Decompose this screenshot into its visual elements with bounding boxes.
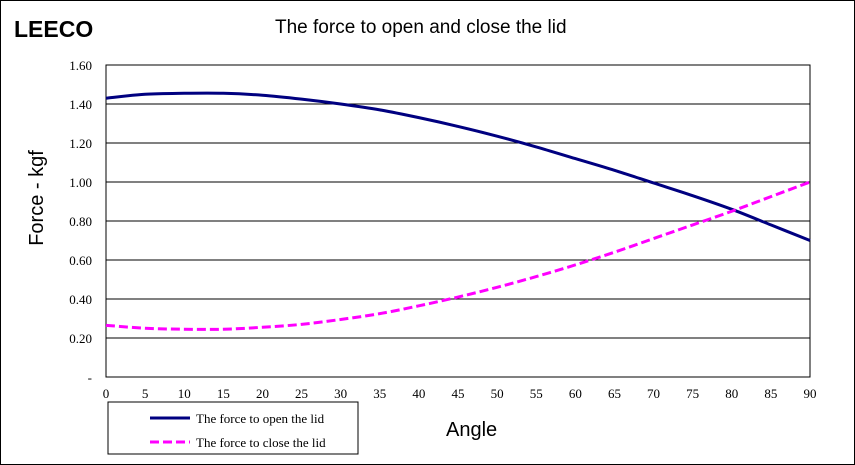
x-tick-label: 70 bbox=[647, 386, 660, 401]
x-tick-label: 0 bbox=[103, 386, 110, 401]
x-tick-labels: 0 5 10 15 20 25 30 35 40 45 50 55 60 65 70 75 80 85 90 bbox=[103, 386, 817, 401]
x-tick-label: 55 bbox=[530, 386, 543, 401]
y-tick-label: 0.60 bbox=[69, 253, 92, 268]
x-tick-label: 65 bbox=[608, 386, 621, 401]
legend: The force to open the lid The force to cl… bbox=[107, 401, 359, 455]
brand-logo-text: LEECO bbox=[14, 16, 94, 42]
x-tick-label: 45 bbox=[452, 386, 465, 401]
legend-label: The force to close the lid bbox=[196, 435, 326, 450]
legend-box bbox=[107, 401, 359, 455]
x-tick-label: 25 bbox=[295, 386, 308, 401]
y-tick-label: 0.80 bbox=[69, 214, 92, 229]
y-tick-label: 1.60 bbox=[69, 58, 92, 73]
y-tick-label: 1.00 bbox=[69, 175, 92, 190]
legend-label: The force to open the lid bbox=[196, 411, 325, 426]
y-tick-label: 1.40 bbox=[69, 97, 92, 112]
x-tick-label: 10 bbox=[178, 386, 191, 401]
x-tick-label: 60 bbox=[569, 386, 582, 401]
y-tick-label: 0.20 bbox=[69, 331, 92, 346]
x-tick-label: 50 bbox=[491, 386, 504, 401]
x-tick-label: 80 bbox=[725, 386, 738, 401]
chart-title: The force to open and close the lid bbox=[275, 17, 567, 38]
x-tick-label: 5 bbox=[142, 386, 149, 401]
series-line-open bbox=[105, 91, 811, 242]
y-tick-label: 0.40 bbox=[69, 292, 92, 307]
x-tick-label: 35 bbox=[373, 386, 386, 401]
grid-lines bbox=[106, 103, 810, 339]
x-tick-label: 20 bbox=[256, 386, 269, 401]
series-lines bbox=[105, 91, 811, 331]
y-tick-label: 1.20 bbox=[69, 136, 92, 151]
series-line-close bbox=[105, 180, 811, 331]
x-tick-label: 15 bbox=[217, 386, 230, 401]
y-axis-title: Force - kgf bbox=[26, 150, 48, 246]
y-tick-label: - bbox=[88, 370, 92, 385]
x-tick-label: 90 bbox=[804, 386, 817, 401]
x-tick-label: 30 bbox=[334, 386, 347, 401]
x-tick-label: 85 bbox=[764, 386, 777, 401]
plot-area bbox=[105, 64, 811, 378]
x-axis-title: Angle bbox=[446, 419, 497, 441]
x-tick-label: 75 bbox=[686, 386, 699, 401]
y-tick-labels: - 0.20 0.40 0.60 0.80 1.00 1.20 1.40 1.60 bbox=[69, 58, 92, 385]
x-tick-label: 40 bbox=[412, 386, 425, 401]
